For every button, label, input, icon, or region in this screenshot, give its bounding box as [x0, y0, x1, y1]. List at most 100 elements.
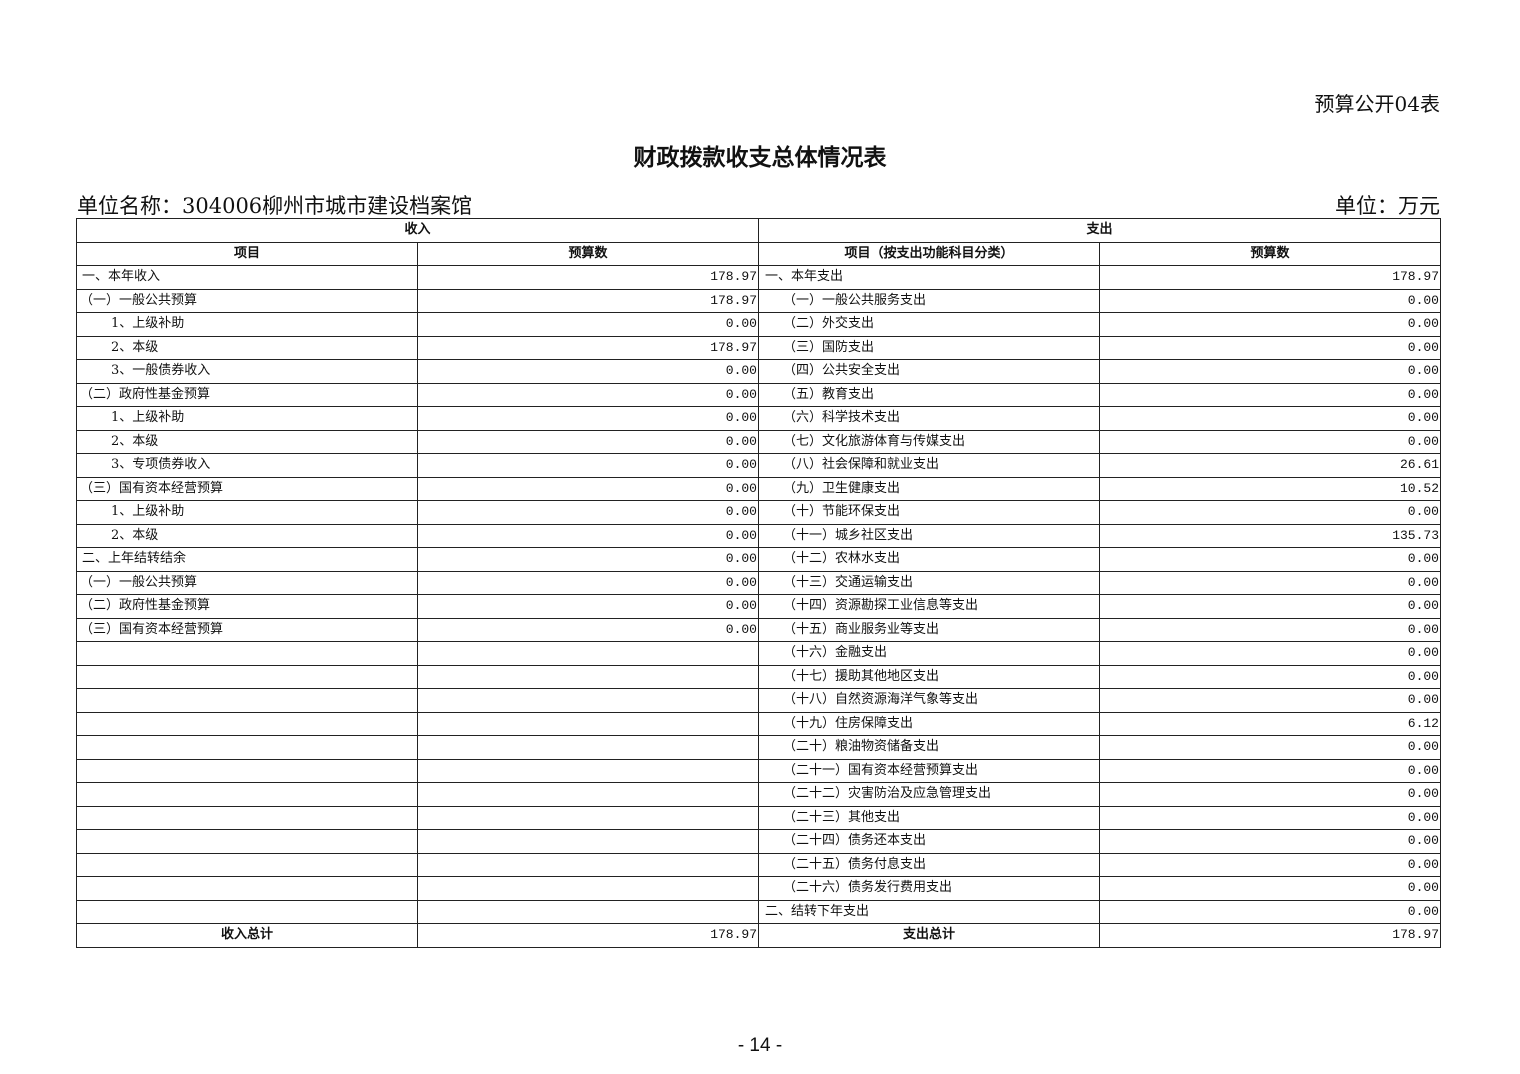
table-row: （二十五）债务付息支出 0.00: [76, 852, 1441, 877]
income-value: [417, 758, 759, 783]
table-row: 一、本年收入 178.97 一、本年支出 178.97: [76, 265, 1441, 290]
table-row: （二十二）灾害防治及应急管理支出 0.00: [76, 782, 1441, 807]
income-item: [76, 876, 418, 901]
income-item: [76, 805, 418, 830]
income-item: [76, 852, 418, 877]
table-row: 1、上级补助 0.00 （六）科学技术支出 0.00: [76, 406, 1441, 431]
income-item: 一、本年收入: [76, 265, 418, 290]
expense-item: （十九）住房保障支出: [758, 711, 1100, 736]
expense-total-value: 178.97: [1099, 923, 1441, 948]
table-row: （二十六）债务发行费用支出 0.00: [76, 876, 1441, 901]
expense-value: 0.00: [1099, 429, 1441, 454]
expense-value: 0.00: [1099, 664, 1441, 689]
expense-value: 0.00: [1099, 547, 1441, 572]
table-row: （十六）金融支出 0.00: [76, 641, 1441, 666]
expense-item: （十四）资源勘探工业信息等支出: [758, 594, 1100, 619]
income-item: 二、上年结转结余: [76, 547, 418, 572]
expense-value: 6.12: [1099, 711, 1441, 736]
expense-item: （十三）交通运输支出: [758, 570, 1100, 595]
income-item: [76, 899, 418, 924]
expense-item-header: 项目（按支出功能科目分类）: [758, 241, 1100, 266]
income-value: 0.00: [417, 359, 759, 384]
table-row: 3、专项债券收入 0.00 （八）社会保障和就业支出 26.61: [76, 453, 1441, 478]
expense-item: （十一）城乡社区支出: [758, 523, 1100, 548]
expense-item: （四）公共安全支出: [758, 359, 1100, 384]
column-header-row: 项目 预算数 项目（按支出功能科目分类） 预算数: [76, 241, 1441, 266]
expense-value: 0.00: [1099, 570, 1441, 595]
expense-item: （二十）粮油物资储备支出: [758, 735, 1100, 760]
table-row: 1、上级补助 0.00 （二）外交支出 0.00: [76, 312, 1441, 337]
expense-item: （五）教育支出: [758, 382, 1100, 407]
unit-name: 单位名称：304006柳州市城市建设档案馆: [77, 194, 473, 218]
expense-value: 10.52: [1099, 476, 1441, 501]
income-value: [417, 641, 759, 666]
income-value: [417, 805, 759, 830]
table-code: 预算公开04表: [1314, 92, 1440, 116]
expense-item: （三）国防支出: [758, 335, 1100, 360]
expense-value: 0.00: [1099, 406, 1441, 431]
table-row: 二、上年结转结余 0.00 （十二）农林水支出 0.00: [76, 547, 1441, 572]
income-item: [76, 641, 418, 666]
expense-value: 0.00: [1099, 359, 1441, 384]
income-item: 1、上级补助: [76, 312, 418, 337]
income-item: （三）国有资本经营预算: [76, 617, 418, 642]
expense-value: 0.00: [1099, 641, 1441, 666]
expense-value: 135.73: [1099, 523, 1441, 548]
income-value: [417, 899, 759, 924]
income-item: [76, 758, 418, 783]
page-number: - 14 -: [737, 1035, 783, 1056]
income-item: 1、上级补助: [76, 500, 418, 525]
income-item: （一）一般公共预算: [76, 570, 418, 595]
income-value: [417, 688, 759, 713]
expense-item: （六）科学技术支出: [758, 406, 1100, 431]
expense-value: 0.00: [1099, 758, 1441, 783]
expense-value: 178.97: [1099, 265, 1441, 290]
income-item: [76, 735, 418, 760]
income-value: [417, 711, 759, 736]
expense-item: （十七）援助其他地区支出: [758, 664, 1100, 689]
income-value: 178.97: [417, 265, 759, 290]
expense-value: 0.00: [1099, 500, 1441, 525]
expense-value: 0.00: [1099, 876, 1441, 901]
expense-item: （十）节能环保支出: [758, 500, 1100, 525]
income-item: （二）政府性基金预算: [76, 594, 418, 619]
table-row: （二十一）国有资本经营预算支出 0.00: [76, 758, 1441, 783]
expense-item: （八）社会保障和就业支出: [758, 453, 1100, 478]
total-row: 收入总计 178.97 支出总计 178.97: [76, 923, 1441, 948]
income-value: 0.00: [417, 382, 759, 407]
income-value: [417, 852, 759, 877]
expense-item: （十八）自然资源海洋气象等支出: [758, 688, 1100, 713]
income-total-label: 收入总计: [76, 923, 418, 948]
expense-item: 一、本年支出: [758, 265, 1100, 290]
expense-value: 0.00: [1099, 899, 1441, 924]
table-row: （十八）自然资源海洋气象等支出 0.00: [76, 688, 1441, 713]
income-value: [417, 782, 759, 807]
expense-value: 26.61: [1099, 453, 1441, 478]
expense-value: 0.00: [1099, 382, 1441, 407]
income-value: [417, 829, 759, 854]
expense-item: （二十一）国有资本经营预算支出: [758, 758, 1100, 783]
expense-item: （十六）金融支出: [758, 641, 1100, 666]
income-value: 178.97: [417, 288, 759, 313]
table-row: （一）一般公共预算 178.97 （一）一般公共服务支出 0.00: [76, 288, 1441, 313]
page-title: 财政拨款收支总体情况表: [633, 144, 887, 171]
expense-value: 0.00: [1099, 805, 1441, 830]
table-row: 二、结转下年支出 0.00: [76, 899, 1441, 924]
income-budget-header: 预算数: [417, 241, 759, 266]
table-row: （二）政府性基金预算 0.00 （十四）资源勘探工业信息等支出 0.00: [76, 594, 1441, 619]
table-row: （三）国有资本经营预算 0.00 （十五）商业服务业等支出 0.00: [76, 617, 1441, 642]
expense-budget-header: 预算数: [1099, 241, 1441, 266]
expense-value: 0.00: [1099, 312, 1441, 337]
income-value: 0.00: [417, 617, 759, 642]
table-row: 2、本级 0.00 （七）文化旅游体育与传媒支出 0.00: [76, 429, 1441, 454]
expense-item: （二十三）其他支出: [758, 805, 1100, 830]
income-item: （三）国有资本经营预算: [76, 476, 418, 501]
income-value: [417, 664, 759, 689]
expense-value: 0.00: [1099, 852, 1441, 877]
expense-value: 0.00: [1099, 288, 1441, 313]
income-item: [76, 829, 418, 854]
expense-item: （二十二）灾害防治及应急管理支出: [758, 782, 1100, 807]
table-row: （三）国有资本经营预算 0.00 （九）卫生健康支出 10.52: [76, 476, 1441, 501]
expense-value: 0.00: [1099, 617, 1441, 642]
table-row: 2、本级 0.00 （十一）城乡社区支出 135.73: [76, 523, 1441, 548]
